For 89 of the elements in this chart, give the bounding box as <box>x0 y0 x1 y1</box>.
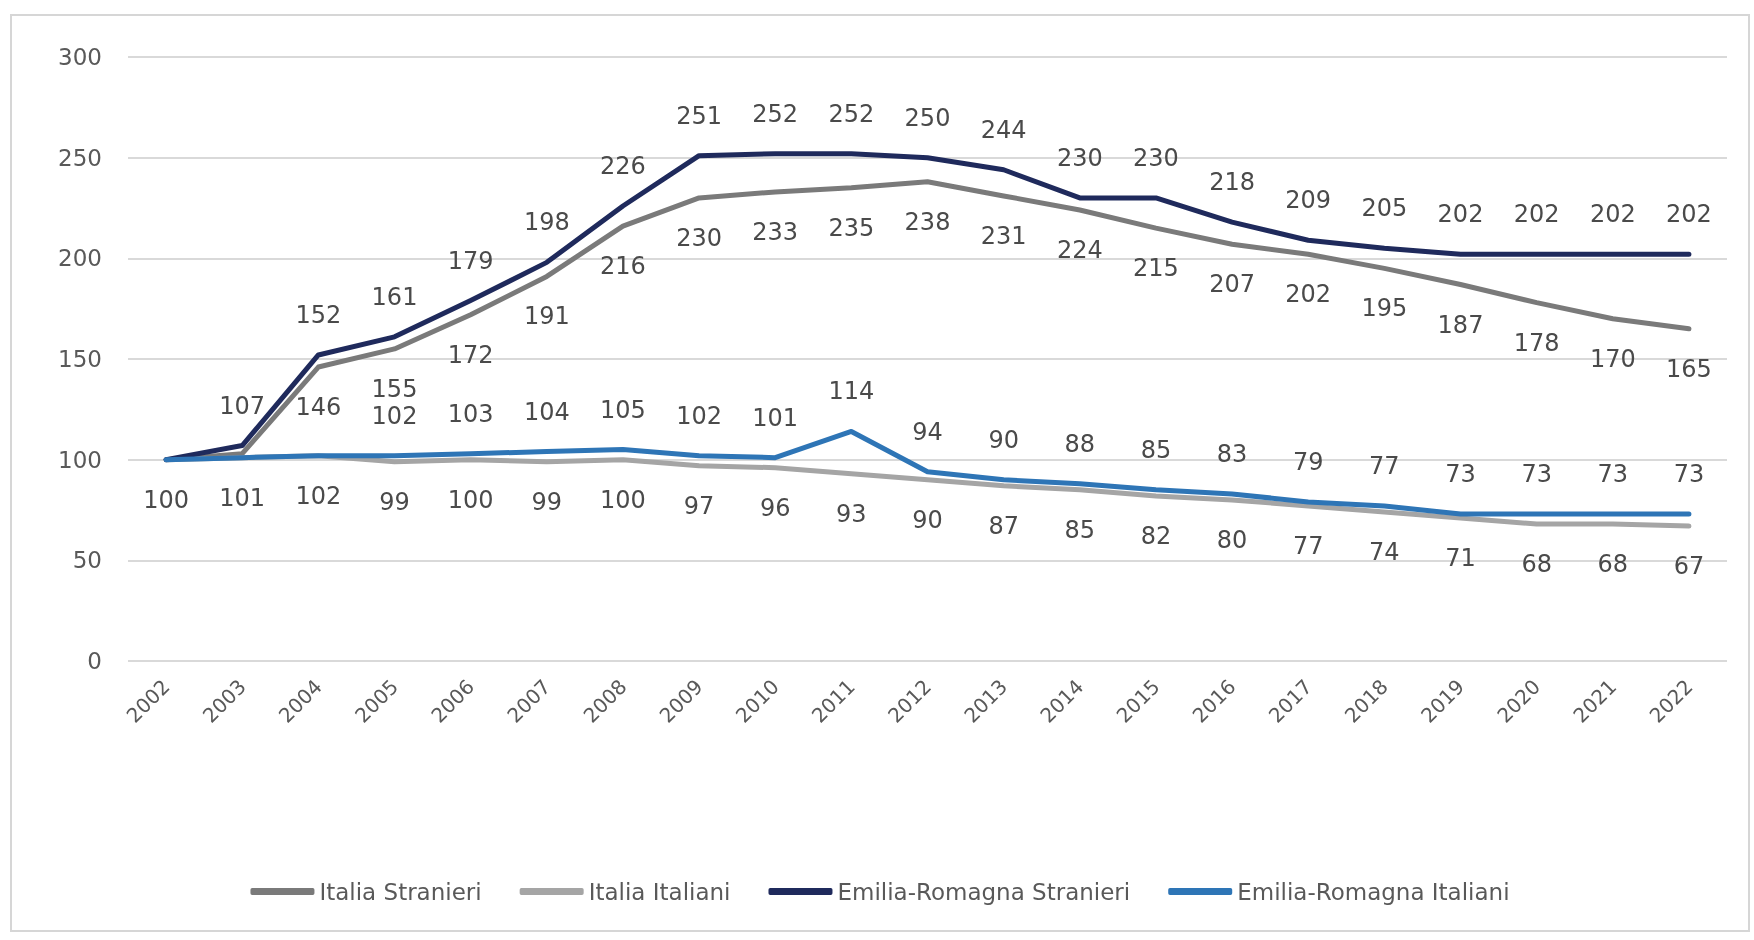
data-label: 99 <box>531 487 563 516</box>
data-label: 107 <box>219 391 266 420</box>
data-label: 146 <box>295 393 342 422</box>
data-label: 77 <box>1369 451 1400 480</box>
legend-label: Emilia-Romagna Italiani <box>1237 878 1510 905</box>
data-label: 73 <box>1597 460 1629 489</box>
data-label: 251 <box>676 101 722 130</box>
data-label: 230 <box>676 223 722 252</box>
data-label: 74 <box>1369 538 1400 567</box>
data-label: 202 <box>1437 200 1484 229</box>
data-label: 96 <box>759 493 791 522</box>
data-label: 161 <box>371 282 418 311</box>
data-label: 172 <box>447 340 494 369</box>
data-label: 73 <box>1673 460 1705 489</box>
data-label: 102 <box>295 481 342 510</box>
data-label: 207 <box>1209 270 1255 299</box>
data-label: 90 <box>912 505 943 534</box>
y-tick-label: 0 <box>87 648 102 674</box>
legend-label: Emilia-Romagna Stranieri <box>837 878 1131 905</box>
data-label: 114 <box>828 377 875 406</box>
data-label: 79 <box>1292 447 1324 476</box>
data-label: 85 <box>1140 435 1172 464</box>
data-label: 235 <box>828 213 875 242</box>
data-label: 68 <box>1521 550 1552 579</box>
data-label: 165 <box>1666 354 1712 383</box>
data-label: 230 <box>1133 143 1179 172</box>
data-label: 102 <box>371 401 418 430</box>
data-label: 250 <box>904 103 951 132</box>
data-label: 101 <box>219 483 266 512</box>
data-label: 230 <box>1056 143 1103 172</box>
data-label: 100 <box>447 485 494 514</box>
data-label: 97 <box>683 491 715 520</box>
data-label: 215 <box>1133 254 1179 283</box>
data-label: 202 <box>1666 200 1712 229</box>
data-label: 101 <box>752 403 799 432</box>
data-label: 209 <box>1285 186 1332 215</box>
data-label: 244 <box>980 115 1027 144</box>
data-label: 226 <box>600 151 646 180</box>
data-label: 100 <box>143 485 189 514</box>
data-label: 80 <box>1216 525 1248 554</box>
legend-label: Italia Stranieri <box>319 878 482 905</box>
data-label: 93 <box>836 499 867 528</box>
data-label: 99 <box>379 487 410 516</box>
data-label: 102 <box>676 401 722 430</box>
data-label: 77 <box>1292 531 1324 560</box>
data-label: 152 <box>295 300 342 329</box>
data-label: 252 <box>752 99 799 128</box>
y-tick-label: 50 <box>72 547 102 574</box>
legend-label: Italia Italiani <box>588 878 731 905</box>
data-label: 195 <box>1361 294 1408 323</box>
data-label: 202 <box>1285 280 1332 309</box>
data-label: 198 <box>523 208 570 237</box>
data-label: 155 <box>371 374 418 403</box>
data-label: 187 <box>1437 310 1484 339</box>
data-label: 218 <box>1209 168 1255 197</box>
data-label: 68 <box>1597 550 1629 579</box>
data-label: 233 <box>752 217 799 246</box>
data-label: 83 <box>1216 439 1248 468</box>
data-label: 67 <box>1673 552 1705 581</box>
data-label: 105 <box>600 395 646 424</box>
y-tick-label: 150 <box>58 346 102 372</box>
data-label: 71 <box>1445 544 1476 573</box>
data-label: 179 <box>447 246 494 275</box>
data-label: 82 <box>1140 521 1172 550</box>
data-label: 90 <box>988 425 1019 454</box>
data-label: 73 <box>1445 460 1476 489</box>
data-label: 191 <box>523 302 570 331</box>
y-tick-label: 200 <box>58 245 102 272</box>
data-label: 238 <box>904 207 951 236</box>
data-label: 224 <box>1056 236 1103 265</box>
data-label: 202 <box>1589 200 1636 229</box>
data-label: 202 <box>1513 200 1560 229</box>
data-label: 103 <box>447 399 494 428</box>
data-label: 216 <box>600 252 646 281</box>
y-tick-label: 100 <box>58 446 102 473</box>
data-label: 178 <box>1513 328 1560 357</box>
data-label: 73 <box>1521 460 1552 489</box>
y-tick-label: 300 <box>58 44 102 70</box>
y-tick-label: 250 <box>58 144 102 171</box>
data-label: 170 <box>1589 344 1636 373</box>
data-label: 231 <box>980 221 1027 250</box>
data-label: 94 <box>912 417 943 446</box>
data-label: 88 <box>1064 429 1096 458</box>
data-label: 104 <box>523 397 570 426</box>
data-label: 100 <box>600 485 646 514</box>
data-label: 252 <box>828 99 875 128</box>
data-label: 205 <box>1361 194 1408 223</box>
data-label: 85 <box>1064 515 1096 544</box>
data-label: 87 <box>988 511 1019 540</box>
